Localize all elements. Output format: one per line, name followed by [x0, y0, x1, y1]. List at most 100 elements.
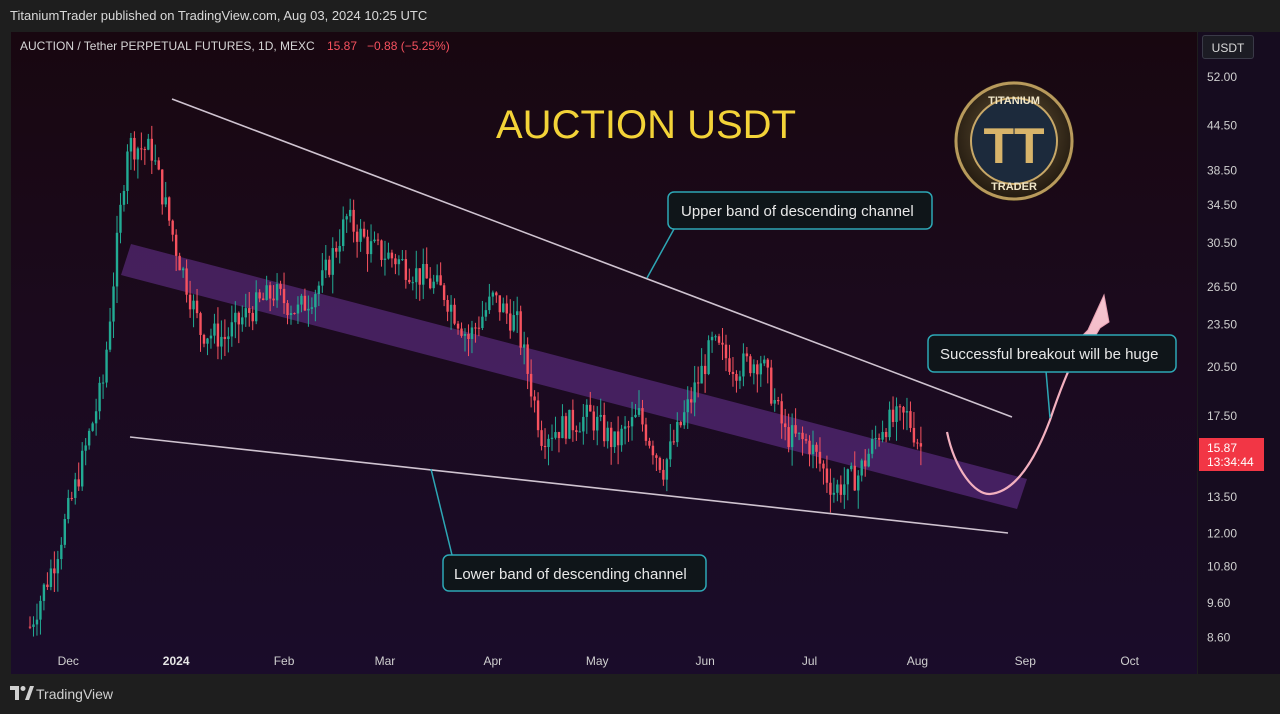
candle	[516, 296, 519, 333]
candle	[143, 146, 147, 165]
candle	[355, 224, 359, 258]
candle	[248, 292, 251, 327]
candle	[850, 462, 853, 472]
price-tick-label: 44.50	[1207, 119, 1237, 133]
lower-callout-label: Lower band of descending channel	[454, 566, 687, 583]
publisher-line: TitaniumTrader published on TradingView.…	[10, 8, 428, 23]
candle	[268, 281, 272, 312]
candle	[477, 316, 481, 337]
breakout-callout-label: Successful breakout will be huge	[940, 346, 1158, 363]
candle	[373, 231, 376, 243]
candle	[387, 242, 390, 260]
candle	[345, 213, 348, 233]
candle	[846, 468, 849, 501]
time-tick-label: Sep	[1015, 654, 1037, 668]
candle	[460, 322, 463, 338]
upper-callout-label: Upper band of descending channel	[681, 203, 914, 220]
candle	[745, 346, 749, 362]
logo-bottom-text: TRADER	[991, 181, 1037, 193]
candle	[690, 387, 693, 414]
candle	[777, 396, 780, 405]
candle	[902, 405, 905, 430]
candle	[766, 358, 769, 384]
candle	[237, 311, 240, 344]
candle	[568, 409, 571, 440]
time-tick-label: Feb	[274, 654, 295, 668]
candles-layer	[28, 125, 923, 637]
candle	[300, 293, 303, 313]
candle	[286, 300, 289, 325]
candle	[526, 337, 529, 390]
candle	[188, 280, 192, 318]
candle	[596, 406, 599, 446]
candle	[540, 420, 543, 451]
candle	[550, 424, 554, 451]
symbol-title: AUCTION / Tether PERPETUAL FUTURES, 1D, …	[20, 39, 315, 53]
candle	[825, 455, 829, 493]
candle	[481, 300, 484, 331]
candle	[380, 239, 383, 267]
lower-trendline[interactable]	[129, 436, 1009, 534]
candle	[585, 399, 588, 434]
candle	[328, 255, 331, 278]
candle	[87, 428, 91, 450]
candle	[463, 328, 467, 352]
candle	[815, 442, 818, 469]
candle	[881, 420, 884, 443]
candle	[522, 331, 526, 365]
candle	[39, 595, 42, 635]
projection-curve	[945, 341, 1083, 496]
candle	[74, 472, 77, 505]
candle	[627, 420, 630, 442]
price-scale-panel[interactable]	[1198, 32, 1280, 674]
tradingview-brand[interactable]: TradingView	[36, 686, 114, 702]
candle	[839, 475, 843, 503]
candle	[634, 403, 637, 418]
candle	[369, 224, 373, 263]
candle	[912, 412, 916, 447]
upper-trendline[interactable]	[171, 98, 1013, 418]
candle	[790, 413, 794, 466]
time-tick-label: Jul	[802, 654, 817, 668]
price-tick-label: 52.00	[1207, 70, 1237, 84]
candle	[630, 401, 634, 441]
candle	[171, 219, 174, 242]
candle	[105, 341, 108, 388]
candle	[91, 421, 94, 432]
candle	[220, 320, 223, 360]
candle	[554, 416, 557, 440]
time-tick-label: Mar	[375, 654, 396, 668]
candle	[759, 355, 762, 387]
symbol-line: AUCTION / Tether PERPETUAL FUTURES, 1D, …	[20, 39, 450, 53]
candle	[157, 157, 160, 171]
candle	[404, 250, 408, 289]
candle	[488, 283, 491, 314]
candle	[505, 295, 508, 324]
candle	[735, 370, 738, 393]
candle	[84, 438, 87, 466]
candle	[161, 169, 164, 215]
candle	[877, 433, 881, 447]
candle	[192, 294, 195, 328]
candle	[418, 268, 421, 301]
tradingview-logo-icon[interactable]	[10, 686, 34, 700]
candle	[255, 280, 258, 325]
currency-selector[interactable]: USDT	[1202, 35, 1254, 59]
candle	[429, 267, 432, 290]
candle	[498, 295, 501, 321]
symbol-last-price: 15.87	[327, 39, 357, 53]
candle	[738, 370, 742, 389]
candle	[752, 359, 756, 385]
candle	[77, 462, 80, 491]
candle	[564, 412, 568, 445]
candle	[98, 376, 101, 420]
candle	[70, 491, 73, 501]
candle	[916, 438, 919, 450]
candle	[543, 428, 547, 459]
candle	[296, 296, 300, 324]
candle	[703, 354, 707, 393]
candle	[202, 333, 206, 348]
candle	[780, 393, 783, 439]
candle	[49, 559, 53, 591]
